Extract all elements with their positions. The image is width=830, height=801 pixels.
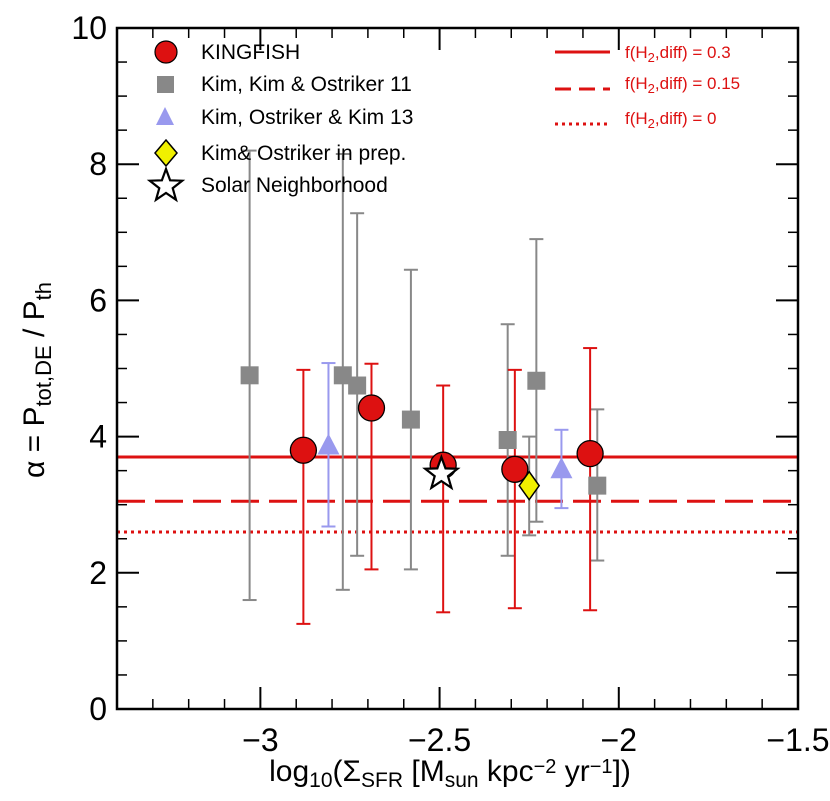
point-circle <box>501 455 529 483</box>
y-tick-label: 6 <box>89 282 107 318</box>
data-markers <box>240 366 607 501</box>
y-tick-label: 4 <box>89 419 107 455</box>
point-diamond <box>518 470 541 501</box>
legend-marker-kingfish <box>154 40 178 64</box>
y-tick-label: 10 <box>71 10 107 46</box>
x-tick-label: −1.5 <box>766 722 829 758</box>
legend-label-line-1: f(H2,diff) = 0.15 <box>625 74 740 96</box>
point-square <box>588 476 607 495</box>
line-legend: f(H2,diff) = 0.3 f(H2,diff) = 0.15 f(H2,… <box>555 43 740 131</box>
point-circle <box>357 394 386 422</box>
point-square <box>527 371 546 390</box>
point-star <box>422 453 461 491</box>
point-square <box>401 410 420 429</box>
legend-marker-solar <box>146 165 186 203</box>
y-tick-label: 2 <box>89 555 107 591</box>
legend-marker-kok13 <box>156 107 174 125</box>
axis-ticks: 0 2 4 6 8 10 −3 −2.5 −2 −1.5 <box>71 10 829 758</box>
point-triangle <box>550 457 573 479</box>
y-axis-title: α = Ptot,DE / Pth <box>18 282 56 478</box>
legend-label-line-2: f(H2,diff) = 0 <box>625 109 717 131</box>
point-triangle <box>317 433 340 455</box>
x-tick-label: −2.5 <box>408 722 471 758</box>
point-square <box>498 431 517 450</box>
legend-label-solar: Solar Neighborhood <box>201 174 388 197</box>
point-square <box>240 366 259 385</box>
y-tick-label: 0 <box>89 691 107 727</box>
legend-label-kingfish: KINGFISH <box>201 41 300 64</box>
legend-label-ko-prep: Kim& Ostriker in prep. <box>201 142 406 165</box>
legend-label-kok13: Kim, Ostriker & Kim 13 <box>201 106 413 129</box>
legend-marker-kko11 <box>157 76 174 93</box>
error-bars <box>242 149 605 625</box>
x-tick-label: −2 <box>601 722 637 758</box>
legend-marker-ko-prep <box>154 138 178 168</box>
marker-legend: KINGFISH Kim, Kim & Ostriker 11 Kim, Ost… <box>146 40 413 203</box>
point-square <box>348 376 367 395</box>
legend-label-line-0: f(H2,diff) = 0.3 <box>625 43 731 65</box>
legend-label-kko11: Kim, Kim & Ostriker 11 <box>201 73 412 96</box>
x-axis-title: log10(ΣSFR [Msun kpc−2 yr−1]) <box>269 755 631 792</box>
y-tick-label: 8 <box>89 146 107 182</box>
plot-frame <box>115 26 800 711</box>
point-square <box>333 366 352 385</box>
point-circle <box>576 439 604 468</box>
point-circle <box>289 436 318 464</box>
reference-lines <box>117 455 798 534</box>
x-tick-label: −3 <box>242 722 278 758</box>
